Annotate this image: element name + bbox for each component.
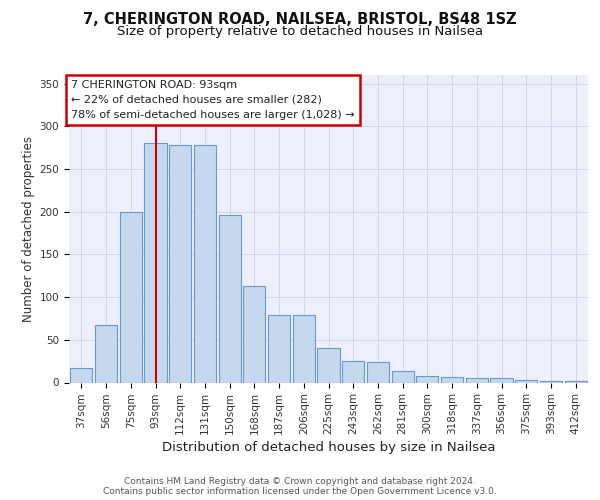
Bar xyxy=(194,145,216,382)
Bar xyxy=(515,380,538,382)
Text: Contains HM Land Registry data © Crown copyright and database right 2024.
Contai: Contains HM Land Registry data © Crown c… xyxy=(103,476,497,496)
Bar xyxy=(95,326,117,382)
Text: 7 CHERINGTON ROAD: 93sqm
← 22% of detached houses are smaller (282)
78% of semi-: 7 CHERINGTON ROAD: 93sqm ← 22% of detach… xyxy=(71,80,355,120)
Bar xyxy=(490,378,512,382)
Bar xyxy=(392,370,414,382)
X-axis label: Distribution of detached houses by size in Nailsea: Distribution of detached houses by size … xyxy=(162,442,495,454)
Bar xyxy=(342,361,364,382)
Bar xyxy=(70,368,92,382)
Bar xyxy=(317,348,340,382)
Bar xyxy=(416,376,439,382)
Text: Size of property relative to detached houses in Nailsea: Size of property relative to detached ho… xyxy=(117,25,483,38)
Bar xyxy=(218,215,241,382)
Bar xyxy=(119,212,142,382)
Bar xyxy=(293,315,315,382)
Bar xyxy=(243,286,265,382)
Bar xyxy=(466,378,488,382)
Bar xyxy=(268,315,290,382)
Bar xyxy=(145,144,167,382)
Bar xyxy=(565,381,587,382)
Bar xyxy=(540,381,562,382)
Bar xyxy=(169,145,191,382)
Bar xyxy=(441,376,463,382)
Y-axis label: Number of detached properties: Number of detached properties xyxy=(22,136,35,322)
Bar xyxy=(367,362,389,382)
Text: 7, CHERINGTON ROAD, NAILSEA, BRISTOL, BS48 1SZ: 7, CHERINGTON ROAD, NAILSEA, BRISTOL, BS… xyxy=(83,12,517,28)
